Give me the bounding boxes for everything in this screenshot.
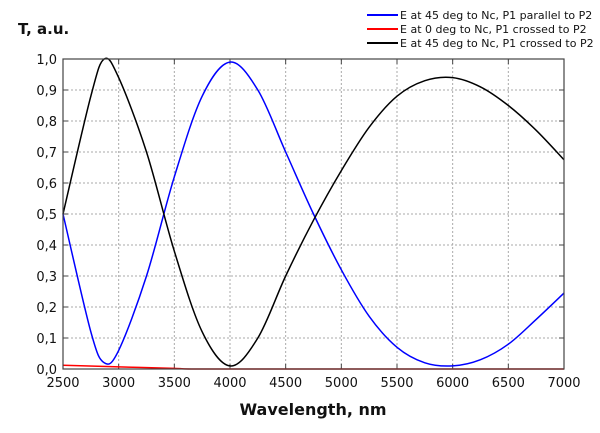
x-tick-label: 2500 — [46, 376, 79, 391]
x-tick-label: 5500 — [380, 376, 413, 391]
series-line-3 — [62, 57, 565, 367]
y-tick-label: 0,7 — [36, 146, 57, 161]
y-tick-label: 0,0 — [36, 363, 57, 378]
x-tick-label: 4500 — [269, 376, 302, 391]
legend-label-3: E at 45 deg to Nc, P1 crossed to P2 — [400, 37, 594, 50]
y-tick-label: 0,2 — [36, 301, 57, 316]
y-tick-label: 0,9 — [36, 84, 57, 99]
y-tick-label: 0,5 — [36, 208, 57, 223]
y-tick-label: 0,3 — [36, 270, 57, 285]
legend-label-2: E at 0 deg to Nc, P1 crossed to P2 — [400, 23, 587, 36]
x-tick-label: 4000 — [213, 376, 246, 391]
y-tick-label: 0,4 — [36, 239, 57, 254]
y-tick-label: 1,0 — [36, 53, 57, 68]
x-tick-label: 3500 — [158, 376, 191, 391]
x-tick-label: 5000 — [325, 376, 358, 391]
plot-frame — [62, 58, 565, 370]
y-tick-label: 0,8 — [36, 115, 57, 130]
y-tick-label: 0,1 — [36, 332, 57, 347]
x-tick-label: 6500 — [492, 376, 525, 391]
x-tick-label: 7000 — [547, 376, 580, 391]
y-axis-label: T, a.u. — [18, 20, 69, 38]
x-axis-label: Wavelength, nm — [239, 400, 386, 419]
y-tick-label: 0,6 — [36, 177, 57, 192]
series-line-1 — [62, 61, 565, 367]
legend-label-1: E at 45 deg to Nc, P1 parallel to P2 — [400, 9, 592, 22]
x-tick-label: 3000 — [102, 376, 135, 391]
x-tick-label: 6000 — [436, 376, 469, 391]
